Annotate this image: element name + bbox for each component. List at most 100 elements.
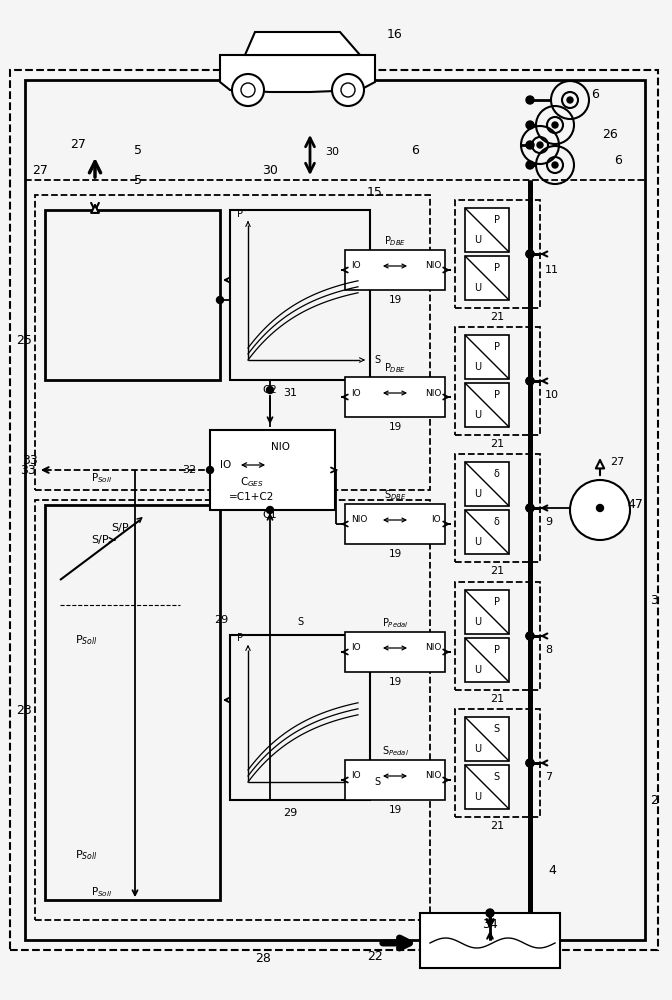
Circle shape [526, 161, 534, 169]
Polygon shape [220, 55, 375, 92]
Text: 16: 16 [387, 28, 403, 41]
Text: 28: 28 [255, 952, 271, 964]
Bar [455, 709, 540, 817]
Text: 9: 9 [545, 517, 552, 527]
Text: 2: 2 [650, 794, 658, 806]
Text: U: U [474, 617, 481, 627]
Bar [45, 505, 220, 900]
Circle shape [486, 909, 494, 917]
Text: 29: 29 [283, 808, 297, 818]
Text: IO: IO [351, 388, 361, 397]
Text: 6: 6 [591, 89, 599, 102]
Text: IO: IO [351, 644, 361, 652]
Text: IO: IO [351, 772, 361, 780]
Text: 19: 19 [388, 677, 402, 687]
Text: 4: 4 [548, 863, 556, 876]
Text: 30: 30 [262, 163, 278, 176]
Text: U: U [474, 362, 481, 372]
Bar [465, 638, 509, 682]
Text: P: P [494, 597, 500, 607]
Text: 21: 21 [490, 312, 504, 322]
Bar [465, 256, 509, 300]
Text: 21: 21 [490, 566, 504, 576]
Text: 33: 33 [22, 454, 38, 466]
Text: P: P [494, 342, 500, 352]
Text: U: U [474, 665, 481, 675]
Bar [465, 765, 509, 809]
Text: δ: δ [494, 469, 499, 479]
Text: 27: 27 [610, 457, 624, 467]
Text: U: U [474, 410, 481, 420]
Text: 31: 31 [283, 388, 297, 398]
Bar [345, 632, 445, 672]
Bar [465, 462, 509, 506]
Circle shape [216, 296, 224, 304]
Text: 29: 29 [214, 615, 228, 625]
Text: U: U [474, 537, 481, 547]
Text: C2: C2 [263, 385, 278, 395]
Text: NIO: NIO [425, 644, 441, 652]
Text: 19: 19 [388, 295, 402, 305]
Bar [465, 383, 509, 427]
Circle shape [526, 377, 534, 385]
Bar [455, 200, 540, 308]
Text: 30: 30 [325, 147, 339, 157]
Text: NIO: NIO [425, 772, 441, 780]
Text: 6: 6 [614, 153, 622, 166]
Text: IO: IO [351, 261, 361, 270]
Circle shape [597, 504, 603, 512]
Bar [25, 80, 645, 940]
Circle shape [526, 632, 534, 640]
Bar [345, 760, 445, 800]
Bar [465, 717, 509, 761]
Circle shape [526, 632, 534, 640]
Text: NIO: NIO [425, 261, 441, 270]
Text: U: U [474, 235, 481, 245]
Text: P$_{Soll}$: P$_{Soll}$ [75, 848, 98, 862]
Text: U: U [474, 283, 481, 293]
Text: 27: 27 [70, 138, 86, 151]
Text: 27: 27 [32, 163, 48, 176]
Text: 34: 34 [482, 918, 498, 932]
Bar [455, 454, 540, 562]
Circle shape [232, 74, 264, 106]
Text: 19: 19 [388, 422, 402, 432]
Bar [35, 500, 430, 920]
Text: 21: 21 [490, 821, 504, 831]
Text: P: P [237, 209, 243, 219]
Text: IO: IO [431, 516, 441, 524]
Text: 10: 10 [545, 390, 559, 400]
Text: 25: 25 [16, 334, 32, 347]
Text: 8: 8 [545, 645, 552, 655]
Bar [420, 913, 560, 968]
Text: S$_{Pedal}$: S$_{Pedal}$ [382, 744, 409, 758]
Bar [35, 195, 430, 490]
Circle shape [332, 74, 364, 106]
Text: 21: 21 [490, 694, 504, 704]
Text: P: P [494, 263, 500, 273]
Circle shape [552, 122, 558, 128]
Text: δ: δ [494, 517, 499, 527]
Text: 26: 26 [602, 128, 618, 141]
Circle shape [526, 504, 534, 512]
Text: 19: 19 [388, 549, 402, 559]
Text: S: S [494, 724, 500, 734]
Bar [345, 377, 445, 417]
Text: 11: 11 [545, 265, 559, 275]
Text: S: S [374, 777, 380, 787]
Circle shape [552, 162, 558, 168]
Bar [210, 430, 335, 510]
Text: 3: 3 [650, 593, 658, 606]
Text: P$_{Soll}$: P$_{Soll}$ [91, 885, 113, 899]
Text: P: P [494, 215, 500, 225]
Bar [230, 210, 370, 380]
Circle shape [567, 97, 573, 103]
Text: P$_{Soll}$: P$_{Soll}$ [91, 471, 113, 485]
Circle shape [267, 506, 274, 514]
Text: S/P: S/P [111, 523, 129, 533]
Text: U: U [474, 792, 481, 802]
Text: NIO: NIO [271, 442, 290, 452]
Text: 5: 5 [134, 174, 142, 186]
Text: 6: 6 [411, 143, 419, 156]
Polygon shape [245, 32, 360, 55]
